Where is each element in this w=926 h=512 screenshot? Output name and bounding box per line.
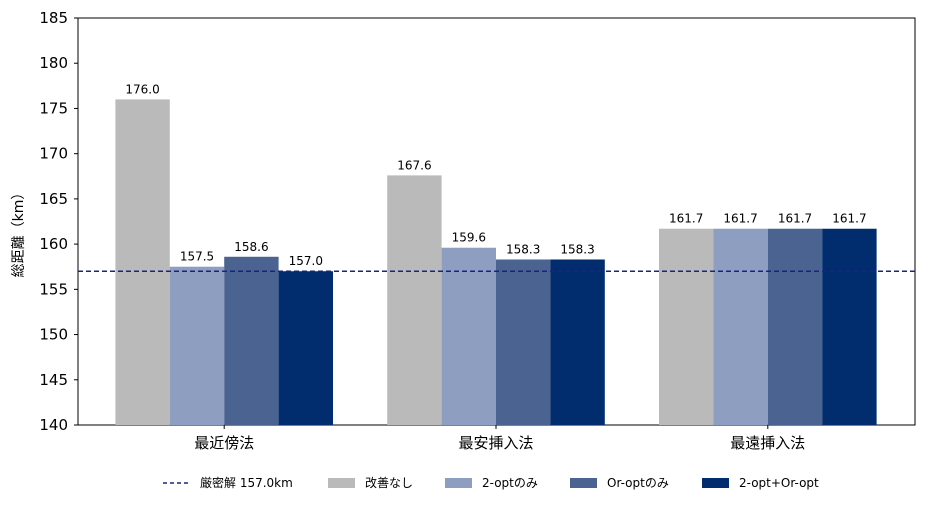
bar-2-optのみ-最近傍法 [169, 266, 225, 425]
bar-2-opt+Or-opt-最遠挿入法 [822, 228, 877, 425]
y-axis-label: 総距離（km） [10, 186, 27, 278]
y-tick-label: 180 [39, 54, 68, 72]
data-label: 161.7 [832, 212, 866, 226]
y-tick-label: 185 [39, 9, 68, 27]
legend-swatch [328, 478, 355, 488]
legend-label: 厳密解 157.0km [200, 475, 293, 490]
legend-label: Or-optのみ [607, 476, 669, 490]
legend-swatch [445, 478, 472, 488]
bar-2-opt+Or-opt-最安挿入法 [550, 259, 605, 425]
y-tick-label: 165 [39, 190, 68, 208]
data-label: 159.6 [452, 231, 486, 245]
bar-Or-optのみ-最遠挿入法 [767, 228, 823, 425]
bar-Or-optのみ-最安挿入法 [496, 259, 551, 425]
x-tick-label: 最遠挿入法 [730, 434, 805, 452]
legend-label: 2-opt+Or-opt [739, 476, 819, 490]
data-label: 158.6 [234, 240, 268, 254]
data-label: 161.7 [778, 212, 812, 226]
y-tick-label: 155 [39, 280, 68, 298]
legend-label: 2-optのみ [482, 476, 538, 490]
data-label: 157.0 [289, 254, 323, 268]
x-tick-label: 最安挿入法 [458, 434, 533, 452]
bar-Or-optのみ-最近傍法 [224, 256, 279, 425]
bar-2-optのみ-最安挿入法 [441, 247, 496, 425]
x-tick-label: 最近傍法 [194, 434, 254, 452]
data-label: 161.7 [669, 212, 703, 226]
bar-2-opt+Or-opt-最近傍法 [278, 271, 333, 425]
y-tick-label: 150 [39, 326, 68, 344]
y-tick-label: 140 [39, 416, 68, 434]
bar-改善なし-最遠挿入法 [659, 228, 714, 425]
legend-swatch [570, 478, 597, 488]
bar-改善なし-最近傍法 [115, 99, 170, 426]
y-tick-label: 170 [39, 145, 68, 163]
data-label: 157.5 [180, 250, 214, 264]
y-tick-label: 160 [39, 235, 68, 253]
bar-2-optのみ-最遠挿入法 [713, 228, 768, 425]
bar-改善なし-最安挿入法 [387, 175, 442, 425]
data-label: 176.0 [125, 82, 159, 96]
y-tick-label: 145 [39, 371, 68, 389]
data-label: 161.7 [723, 212, 757, 226]
data-label: 158.3 [560, 242, 594, 256]
legend-swatch [702, 478, 729, 488]
data-label: 167.6 [397, 158, 431, 172]
y-tick-label: 175 [39, 99, 68, 117]
legend-label: 改善なし [365, 475, 413, 490]
data-label: 158.3 [506, 242, 540, 256]
